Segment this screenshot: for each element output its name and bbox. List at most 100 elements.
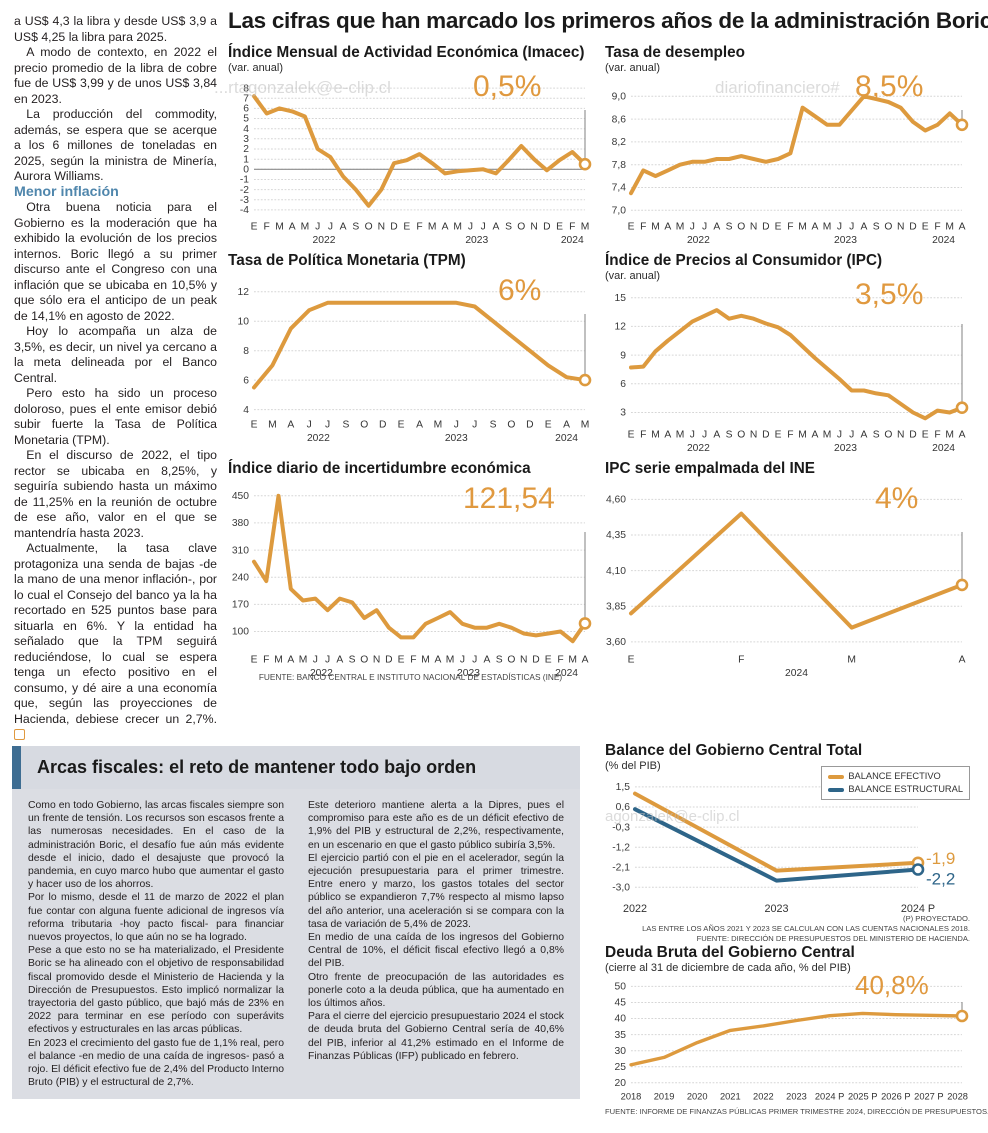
svg-text:-1,9: -1,9	[926, 849, 955, 868]
svg-text:100: 100	[232, 627, 249, 638]
svg-text:E: E	[251, 655, 258, 666]
svg-text:3: 3	[620, 408, 626, 419]
svg-text:F: F	[264, 222, 270, 233]
svg-text:M: M	[823, 430, 832, 441]
svg-text:F: F	[640, 430, 646, 441]
svg-text:E: E	[628, 222, 635, 233]
svg-text:J: J	[849, 222, 854, 233]
svg-text:M: M	[268, 420, 277, 431]
svg-text:2024 P: 2024 P	[815, 1092, 844, 1102]
svg-text:N: N	[530, 222, 537, 233]
svg-text:E: E	[398, 655, 405, 666]
svg-text:N: N	[373, 655, 380, 666]
svg-text:O: O	[737, 222, 745, 233]
svg-text:-2,2: -2,2	[926, 870, 955, 889]
svg-text:J: J	[837, 222, 842, 233]
svg-text:N: N	[897, 222, 904, 233]
svg-text:2024: 2024	[555, 433, 578, 442]
svg-text:F: F	[263, 655, 269, 666]
svg-text:D: D	[526, 420, 533, 431]
svg-text:A: A	[664, 222, 671, 233]
svg-text:F: F	[569, 222, 575, 233]
svg-text:S: S	[490, 420, 497, 431]
svg-text:6: 6	[243, 375, 249, 386]
svg-text:240: 240	[232, 572, 249, 583]
svg-text:S: S	[505, 222, 512, 233]
svg-text:J: J	[307, 420, 312, 431]
svg-text:E: E	[403, 222, 410, 233]
svg-text:2023: 2023	[764, 903, 788, 914]
svg-text:N: N	[750, 430, 757, 441]
svg-text:2022: 2022	[753, 1092, 774, 1102]
svg-text:F: F	[934, 430, 940, 441]
svg-text:J: J	[849, 430, 854, 441]
svg-text:2024: 2024	[561, 235, 584, 244]
svg-text:8: 8	[243, 346, 249, 357]
svg-text:3,85: 3,85	[606, 602, 626, 613]
svg-text:S: S	[873, 430, 880, 441]
svg-text:N: N	[750, 222, 757, 233]
svg-text:M: M	[798, 222, 807, 233]
svg-text:S: S	[726, 430, 733, 441]
svg-text:A: A	[340, 222, 347, 233]
svg-text:12: 12	[615, 322, 627, 333]
svg-text:6: 6	[620, 379, 626, 390]
svg-text:12: 12	[238, 287, 250, 298]
svg-text:S: S	[349, 655, 356, 666]
svg-text:M: M	[651, 222, 660, 233]
svg-text:M: M	[428, 222, 437, 233]
svg-text:A: A	[492, 222, 499, 233]
svg-text:J: J	[313, 655, 318, 666]
svg-text:J: J	[460, 655, 465, 666]
svg-text:E: E	[545, 655, 552, 666]
svg-text:E: E	[775, 430, 782, 441]
svg-text:J: J	[472, 655, 477, 666]
svg-text:F: F	[416, 222, 422, 233]
svg-text:J: J	[315, 222, 320, 233]
svg-text:F: F	[787, 222, 793, 233]
svg-text:A: A	[811, 430, 818, 441]
svg-text:E: E	[628, 430, 635, 441]
svg-text:2024 P: 2024 P	[901, 903, 935, 914]
svg-text:-2,1: -2,1	[612, 862, 630, 873]
svg-text:J: J	[328, 222, 333, 233]
svg-text:310: 310	[232, 545, 249, 556]
svg-text:A: A	[713, 430, 720, 441]
svg-text:F: F	[787, 430, 793, 441]
svg-text:2022: 2022	[307, 433, 330, 442]
svg-text:15: 15	[615, 293, 627, 304]
svg-text:J: J	[325, 420, 330, 431]
svg-text:D: D	[762, 222, 769, 233]
svg-text:M: M	[798, 430, 807, 441]
svg-text:2024: 2024	[932, 443, 955, 452]
svg-text:2021: 2021	[720, 1092, 741, 1102]
svg-text:10: 10	[238, 316, 250, 327]
svg-text:M: M	[453, 222, 462, 233]
svg-text:N: N	[378, 222, 385, 233]
svg-text:4,60: 4,60	[606, 495, 626, 506]
svg-text:S: S	[496, 655, 503, 666]
svg-text:4: 4	[243, 405, 249, 416]
svg-text:40: 40	[615, 1014, 627, 1025]
svg-text:8,6: 8,6	[612, 114, 627, 125]
svg-text:2024: 2024	[932, 235, 955, 244]
svg-text:O: O	[517, 222, 525, 233]
svg-text:2027 P: 2027 P	[914, 1092, 943, 1102]
svg-text:O: O	[507, 420, 515, 431]
svg-text:O: O	[884, 222, 892, 233]
svg-text:M: M	[581, 420, 590, 431]
svg-text:A: A	[289, 222, 296, 233]
svg-text:O: O	[884, 430, 892, 441]
svg-text:30: 30	[615, 1046, 627, 1057]
svg-text:J: J	[702, 430, 707, 441]
svg-text:7,0: 7,0	[612, 206, 627, 217]
svg-text:M: M	[651, 430, 660, 441]
svg-text:A: A	[959, 222, 966, 233]
svg-text:25: 25	[615, 1062, 627, 1073]
svg-text:E: E	[922, 430, 929, 441]
svg-text:4,10: 4,10	[606, 566, 626, 577]
svg-text:D: D	[909, 222, 916, 233]
svg-text:M: M	[299, 655, 308, 666]
svg-text:D: D	[385, 655, 392, 666]
svg-text:A: A	[959, 655, 966, 666]
